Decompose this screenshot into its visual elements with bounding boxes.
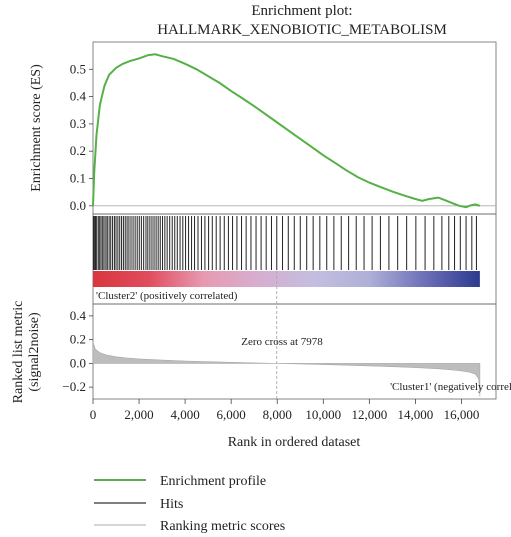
ranking-metric-area bbox=[92, 341, 481, 397]
cluster2-label: 'Cluster2' (positively correlated) bbox=[96, 290, 238, 302]
legend: Enrichment profile Hits Ranking metric s… bbox=[94, 474, 285, 534]
metric-y-label-line1: Ranked list metric bbox=[11, 301, 26, 404]
x-axis: 0 2,000 4,000 6,000 8,000 10,000 12,000 14,000 1… bbox=[90, 399, 480, 422]
legend-label-metric: Ranking metric scores bbox=[160, 519, 285, 534]
x-tick-label: 2,000 bbox=[124, 407, 153, 422]
x-tick-label: 14,000 bbox=[398, 407, 434, 422]
x-tick-label: 0 bbox=[90, 407, 97, 422]
x-tick-label: 8,000 bbox=[263, 407, 292, 422]
metric-y-tick-label: −0.2 bbox=[62, 379, 86, 394]
es-y-tick-label: 0.1 bbox=[70, 171, 86, 186]
metric-y-tick-label: 0.0 bbox=[70, 355, 86, 370]
metric-y-tick-label: 0.4 bbox=[70, 308, 87, 323]
metric-y-tick-label: 0.2 bbox=[70, 332, 86, 347]
es-panel-frame bbox=[92, 41, 497, 215]
es-y-tick-label: 0.5 bbox=[70, 61, 86, 76]
legend-label-enrichment: Enrichment profile bbox=[160, 474, 266, 489]
x-axis-label: Rank in ordered dataset bbox=[228, 435, 361, 450]
chart-title-line1: Enrichment plot: bbox=[251, 3, 352, 19]
es-y-tick-label: 0.3 bbox=[70, 116, 86, 131]
enrichment-profile-line bbox=[92, 53, 481, 209]
legend-label-hits: Hits bbox=[160, 497, 183, 512]
es-y-tick-label: 0.0 bbox=[70, 198, 86, 213]
es-y-axis: 0.0 0.1 0.2 0.3 0.4 0.5 bbox=[70, 61, 93, 213]
es-y-tick-label: 0.4 bbox=[70, 89, 87, 104]
chart-title-line2: HALLMARK_XENOBIOTIC_METABOLISM bbox=[157, 22, 447, 38]
x-tick-label: 6,000 bbox=[217, 407, 246, 422]
metric-y-label-line2: (signal2noise) bbox=[27, 312, 42, 392]
x-tick-label: 12,000 bbox=[351, 407, 387, 422]
zero-cross-label: Zero cross at 7978 bbox=[241, 336, 323, 348]
es-y-label: Enrichment score (ES) bbox=[29, 64, 44, 192]
x-tick-label: 10,000 bbox=[305, 407, 341, 422]
x-tick-label: 4,000 bbox=[170, 407, 199, 422]
cluster1-label: 'Cluster1' (negatively correlated) bbox=[390, 381, 511, 393]
x-tick-label: 16,000 bbox=[444, 407, 480, 422]
hits-marks bbox=[92, 216, 477, 270]
es-y-tick-label: 0.2 bbox=[70, 143, 86, 158]
metric-y-axis: −0.2 0.0 0.2 0.4 bbox=[62, 308, 93, 394]
ranked-color-bar bbox=[93, 271, 480, 287]
